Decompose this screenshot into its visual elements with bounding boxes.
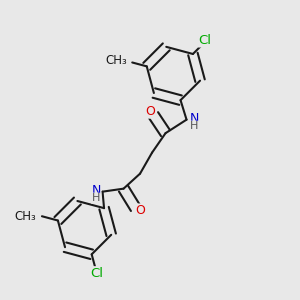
- Text: Cl: Cl: [91, 267, 103, 280]
- Text: CH₃: CH₃: [14, 210, 36, 223]
- Text: O: O: [145, 105, 155, 118]
- Text: O: O: [135, 204, 145, 217]
- Text: N: N: [189, 112, 199, 125]
- Text: CH₃: CH₃: [105, 55, 127, 68]
- Text: Cl: Cl: [199, 34, 212, 47]
- Text: H: H: [190, 121, 198, 131]
- Text: H: H: [92, 193, 100, 203]
- Text: N: N: [91, 184, 101, 197]
